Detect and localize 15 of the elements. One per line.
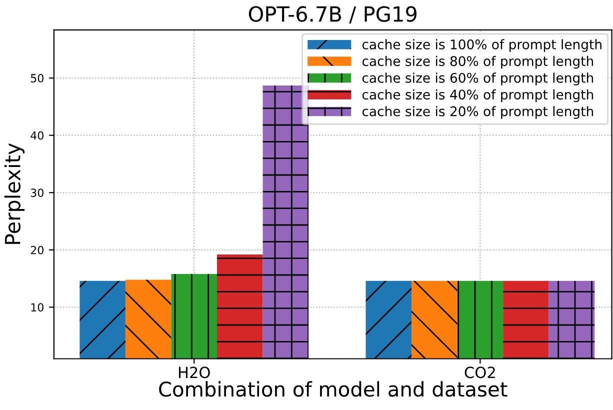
y-tick-label: 50 [30,74,44,82]
chart-title: OPT-6.7B / PG19 [248,6,416,24]
y-tick-label: 20 [30,246,44,254]
y-tick-label: 40 [30,131,44,140]
y-tick-label: 30 [30,188,44,197]
legend-label: cache size is 20% of prompt length [362,106,594,119]
legend-label: cache size is 40% of prompt length [362,89,594,102]
x-axis-title: Combination of model and dataset [159,381,508,397]
y-tick-label: 10 [31,303,44,312]
legend-label: cache size is 100% of prompt length [362,39,602,52]
legend-label: cache size is 80% of prompt length [362,56,594,69]
x-tick-label: CO2 [464,366,495,378]
x-tick-label: H2O [179,366,210,378]
y-axis-title: Perplexity [4,143,25,244]
legend-label: cache size is 60% of prompt length [362,72,594,86]
